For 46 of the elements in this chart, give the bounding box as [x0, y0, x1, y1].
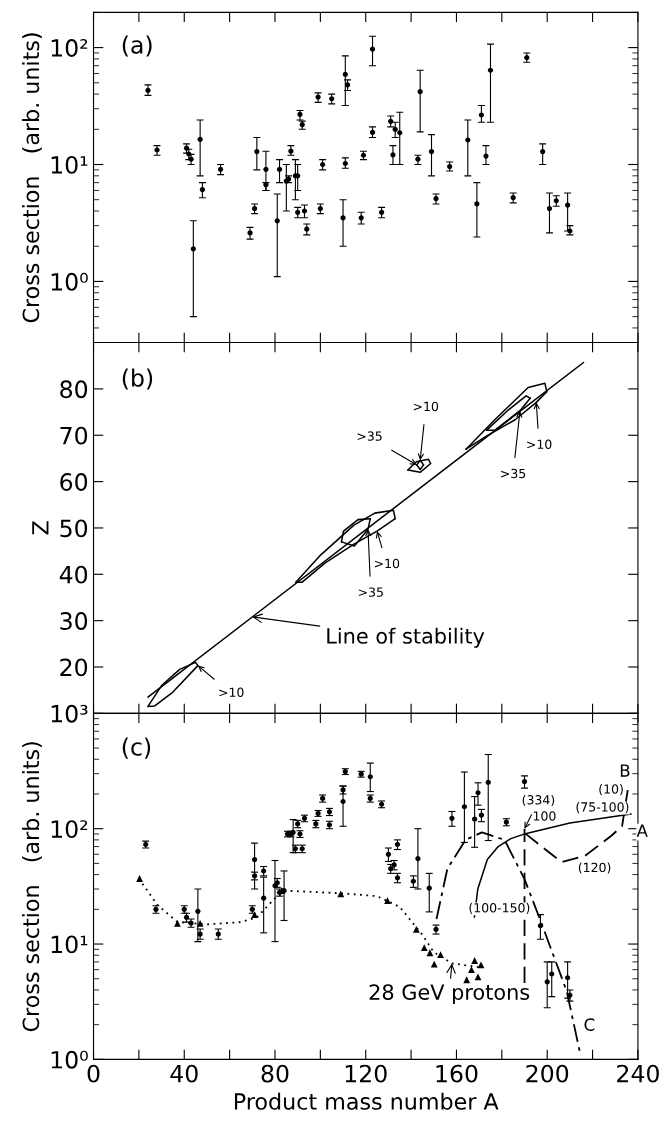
y-tick-label: 20 — [60, 658, 88, 677]
y-tick-label: 10² — [51, 820, 88, 839]
x-tick-label: 40 — [170, 1064, 198, 1083]
y-tick-label: 70 — [60, 426, 88, 445]
annotation: (100-150) — [469, 902, 530, 914]
y-axis-title: Z — [32, 521, 49, 535]
x-tick-label: 200 — [526, 1064, 569, 1083]
y-tick-label: 60 — [60, 473, 88, 491]
annotation: >10 — [413, 401, 439, 412]
annotation: >10 — [219, 687, 244, 698]
y-axis-title: Cross section (arb. units) — [22, 33, 42, 323]
y-tick-label: 10² — [51, 39, 88, 57]
annotation: Line of stability — [327, 627, 485, 648]
x-tick-label: 80 — [261, 1064, 289, 1083]
annotation: >35 — [357, 431, 382, 441]
annotation: A — [636, 824, 648, 837]
y-tick-label: 10¹ — [51, 935, 88, 954]
annotation: (75-100) — [576, 802, 629, 814]
annotation: 100 — [533, 811, 556, 821]
y-tick-label: 30 — [60, 612, 88, 630]
annotation: (334) — [522, 794, 555, 807]
y-tick-label: 10¹ — [51, 155, 88, 174]
annotation: C — [584, 1018, 595, 1031]
annotation: (b) — [122, 368, 153, 390]
y-tick-label: 40 — [59, 565, 88, 584]
annotation: (10) — [599, 784, 623, 796]
annotation: >10 — [374, 558, 400, 569]
x-tick-label: 0 — [87, 1064, 100, 1083]
annotation: >35 — [358, 587, 383, 597]
x-axis-title: Product mass number A — [234, 1092, 499, 1110]
x-tick-label: 120 — [345, 1064, 387, 1083]
y-axis-title: Cross section (arb. units) — [22, 742, 42, 1032]
annotation: (c) — [122, 737, 151, 759]
x-tick-label: 240 — [617, 1064, 659, 1083]
x-tick-label: 160 — [436, 1064, 478, 1083]
y-tick-label: 10⁰ — [51, 272, 88, 291]
y-tick-label: 10⁰ — [51, 1050, 88, 1069]
annotation: B — [620, 764, 630, 777]
y-tick-label: 80 — [60, 380, 88, 399]
annotation: >10 — [527, 439, 552, 450]
annotation: (a) — [122, 35, 152, 57]
y-tick-label: 10³ — [51, 704, 88, 723]
y-tick-label: 50 — [60, 519, 88, 538]
annotation: (120) — [578, 862, 611, 874]
annotation: >35 — [501, 468, 526, 479]
annotation: 28 GeV protons — [369, 984, 530, 1004]
